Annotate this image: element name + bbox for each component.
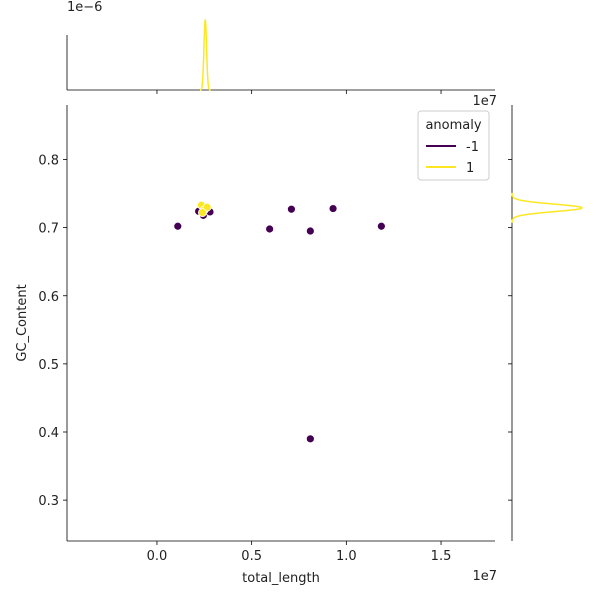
legend-title: anomaly: [425, 118, 481, 133]
marginal-x-ticks: [156, 90, 442, 94]
x-axis-ticks: 0.0 0.5 1.0 1.5: [147, 541, 452, 564]
scatter-point: [198, 208, 207, 218]
scatter-point: [173, 221, 183, 231]
x-axis-label: total_length: [242, 571, 320, 586]
x-offset-label: 1e7: [472, 569, 497, 584]
marginal-offset-label: 1e−6: [67, 0, 102, 15]
marginal-y-axes: 1e7: [472, 94, 513, 541]
x-tick-label: 0.5: [241, 549, 262, 564]
legend-entry-1: 1: [466, 161, 474, 176]
marginal-x-axes: 1e−6: [66, 0, 495, 91]
x-tick-label: 1.5: [431, 549, 452, 564]
scatter-point: [202, 202, 212, 212]
y-axis-label: GC_Content: [15, 284, 30, 361]
scatter-point: [305, 434, 315, 444]
scatter-points: [173, 200, 386, 444]
marginal-x-density-curve: [199, 18, 211, 91]
scatter-point: [376, 221, 386, 231]
y-offset-label: 1e7: [472, 94, 497, 109]
scatter-point: [287, 204, 296, 214]
marginal-y-ticks: [508, 159, 512, 501]
scatter-point: [328, 204, 338, 213]
scatter-point: [265, 224, 275, 234]
y-tick-label: 0.4: [38, 426, 59, 441]
y-tick-label: 0.7: [38, 222, 59, 237]
y-tick-label: 0.8: [38, 154, 59, 169]
x-tick-label: 0.0: [147, 549, 168, 564]
marginal-y-density-curve: [511, 192, 583, 223]
y-tick-label: 0.6: [38, 290, 59, 305]
y-axis-ticks: 0.3 0.4 0.5 0.6 0.7 0.8: [38, 154, 67, 509]
main-axes: [66, 105, 495, 542]
scatter-point: [305, 226, 315, 236]
y-tick-label: 0.5: [38, 358, 59, 373]
y-tick-label: 0.3: [38, 494, 59, 509]
legend: anomaly -1 1: [417, 110, 490, 181]
x-tick-label: 1.0: [336, 549, 357, 564]
legend-entry-neg1: -1: [466, 140, 479, 155]
